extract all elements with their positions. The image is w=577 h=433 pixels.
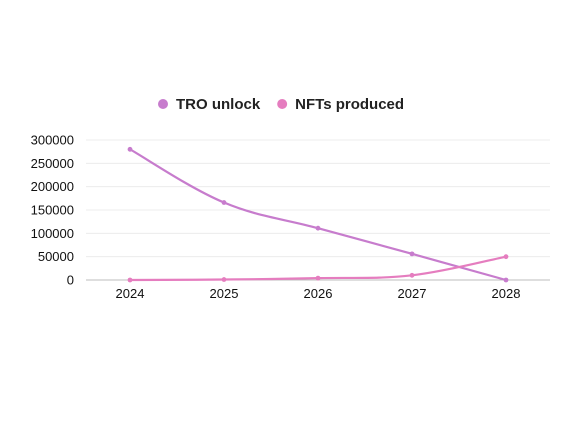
data-point (409, 251, 415, 257)
legend-label: TRO unlock (176, 96, 261, 113)
data-point (127, 277, 133, 283)
y-tick-label: 100000 (31, 226, 74, 241)
data-point (409, 272, 415, 278)
y-tick-label: 150000 (31, 203, 74, 218)
legend-swatch (158, 99, 168, 109)
x-tick-label: 2027 (398, 286, 427, 301)
data-point (127, 146, 133, 152)
data-point (503, 277, 509, 283)
data-point (315, 225, 321, 231)
data-point (503, 254, 509, 260)
x-tick-label: 2026 (304, 286, 333, 301)
y-tick-label: 300000 (31, 133, 74, 148)
data-point (221, 200, 227, 205)
y-tick-label: 250000 (31, 156, 74, 171)
series-line (128, 148, 508, 282)
axes: 0 50000 100000 150000 200000 250000 300000 2024… (31, 133, 550, 301)
legend: TRO unlock NFTs produced (158, 96, 404, 113)
legend-swatch (277, 99, 288, 109)
series-layer (127, 146, 509, 283)
x-tick-label: 2028 (492, 286, 521, 301)
y-tick-label: 200000 (31, 179, 74, 194)
grid-lines (86, 139, 550, 258)
y-tick-label: 0 (67, 273, 74, 288)
series-tro-unlock (127, 146, 509, 283)
y-tick-label: 50000 (38, 249, 74, 264)
data-point (221, 277, 227, 282)
series-nfts-produced (127, 254, 509, 283)
legend-label: NFTs produced (295, 96, 404, 113)
x-tick-label: 2024 (116, 286, 145, 301)
data-point (315, 275, 321, 281)
x-tick-label: 2025 (210, 286, 239, 301)
